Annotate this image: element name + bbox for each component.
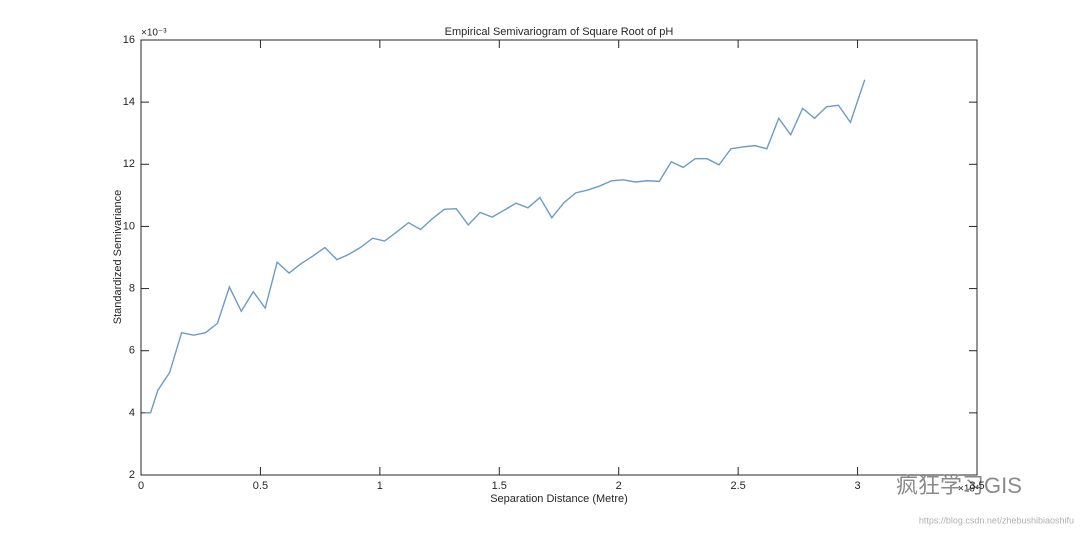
y-tick-label: 14 (123, 96, 135, 108)
data-line (145, 79, 866, 414)
y-exponent: ×10⁻³ (141, 28, 167, 39)
x-tick-label: 2.5 (730, 480, 745, 492)
y-axis-label: Standardized Semivariance (112, 190, 124, 325)
y-tick-label: 2 (129, 469, 135, 481)
x-axis-label: Separation Distance (Metre) (490, 493, 628, 505)
y-tick-label: 4 (129, 407, 135, 419)
y-tick-label: 8 (129, 282, 135, 294)
watermark-url: https://blog.csdn.net/zhebushibiaoshifu (919, 515, 1074, 525)
x-tick-label: 1 (377, 480, 383, 492)
x-tick-label: 1.5 (492, 480, 507, 492)
x-tick-label: 2 (616, 480, 622, 492)
x-exponent: ×10⁴ (958, 484, 979, 495)
x-tick-label: 3 (855, 480, 861, 492)
x-tick-label: 3.5 (969, 480, 984, 492)
chart-title: Empirical Semivariogram of Square Root o… (445, 26, 674, 38)
x-tick-label: 0 (138, 480, 144, 492)
y-tick-label: 6 (129, 345, 135, 357)
y-tick-label: 16 (123, 34, 135, 46)
x-tick-label: 0.5 (253, 480, 268, 492)
y-tick-label: 12 (123, 158, 135, 170)
watermark: 疯狂学习GIS (896, 473, 1022, 498)
axes-box (140, 39, 978, 476)
y-tick-label: 10 (123, 220, 135, 232)
